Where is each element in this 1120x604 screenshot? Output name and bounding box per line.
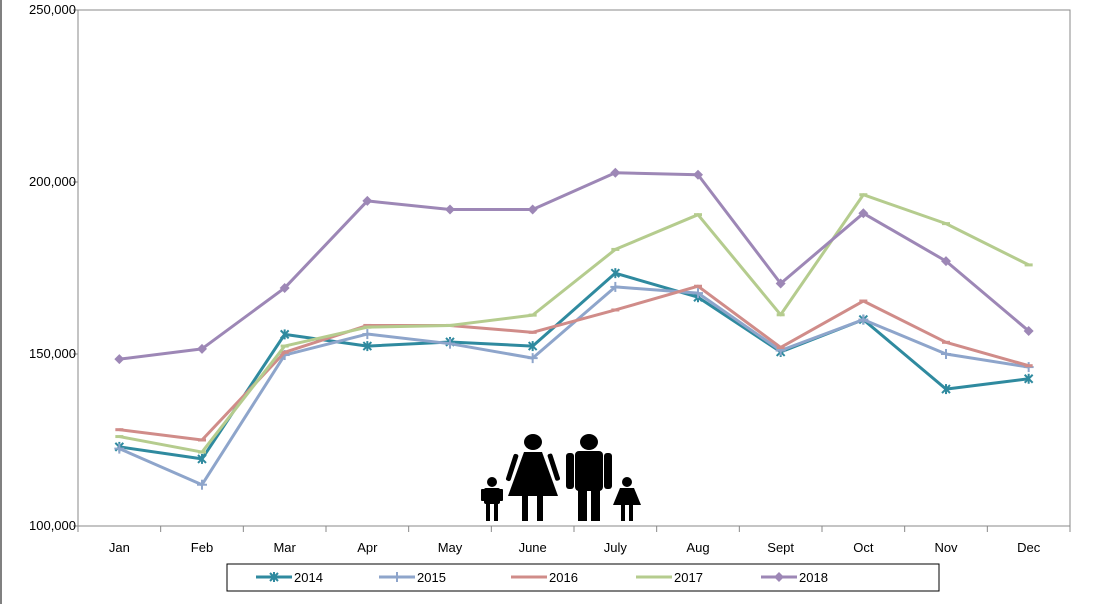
man-figure-icon <box>566 434 612 521</box>
data-point-2018 <box>197 343 207 354</box>
x-tick-label: Nov <box>934 540 958 555</box>
legend-label: 2018 <box>799 570 828 585</box>
data-point-2014 <box>941 384 951 395</box>
data-point-2014 <box>610 268 621 279</box>
data-point-2018 <box>114 354 125 365</box>
data-point-2015 <box>858 314 869 325</box>
legend-item-2016: 2016 <box>511 570 578 585</box>
data-point-2018 <box>941 256 951 267</box>
woman-figure-icon <box>505 434 560 521</box>
data-point-2018 <box>445 204 455 215</box>
legend: 2014 2015 2016 2017 2018 <box>226 563 940 592</box>
child-figure-left-icon <box>481 477 503 521</box>
legend-marker <box>269 572 279 582</box>
x-tick-label: Oct <box>853 540 874 555</box>
child-figure-right-icon <box>613 477 641 521</box>
x-tick-label: Aug <box>686 540 709 555</box>
data-point-2015 <box>610 281 621 292</box>
series-line-2016 <box>119 284 1030 442</box>
data-point-2015 <box>114 443 125 454</box>
legend-marker <box>392 572 402 582</box>
series-line-2017 <box>119 193 1030 454</box>
y-axis: 100,000 150,000 200,000 250,000 <box>29 2 78 533</box>
x-tick-label: Dec <box>1017 540 1041 555</box>
legend-label: 2016 <box>549 570 578 585</box>
legend-label: 2017 <box>674 570 703 585</box>
data-point-2015 <box>693 288 703 299</box>
x-tick-label: Feb <box>191 540 213 555</box>
legend-item-2015: 2015 <box>379 570 446 585</box>
x-tick-label: Jan <box>109 540 130 555</box>
data-point-2014 <box>197 453 207 464</box>
x-tick-label: July <box>604 540 628 555</box>
series-2017 <box>115 193 1033 454</box>
x-tick-label: June <box>519 540 547 555</box>
legend-label: 2014 <box>294 570 323 585</box>
series-line-2014 <box>119 271 1029 461</box>
data-point-2018 <box>527 204 538 215</box>
x-axis: Jan Feb Mar Apr May June July Aug Sept Oct Nov Dec <box>77 526 1071 555</box>
y-tick-label: 250,000 <box>29 2 76 17</box>
x-tick-label: Sept <box>767 540 794 555</box>
data-point-2018 <box>858 208 869 219</box>
legend-item-2014: 2014 <box>256 570 323 585</box>
data-point-2018 <box>610 167 621 178</box>
y-tick-label: 150,000 <box>29 346 76 361</box>
series-2018 <box>114 167 1034 365</box>
y-tick-label: 100,000 <box>29 518 76 533</box>
data-point-2015 <box>197 479 207 490</box>
data-point-2014 <box>279 329 290 340</box>
data-point-2015 <box>527 353 538 364</box>
legend-item-2018: 2018 <box>761 570 828 585</box>
data-point-2018 <box>1023 325 1034 336</box>
data-point-2015 <box>445 338 455 349</box>
family-icon <box>481 434 641 521</box>
data-point-2014 <box>362 341 373 352</box>
x-tick-label: May <box>438 540 463 555</box>
data-point-2018 <box>279 282 290 293</box>
series-line-2018 <box>119 171 1030 361</box>
legend-box <box>226 563 940 592</box>
series-layer <box>114 167 1034 490</box>
series-2016 <box>115 284 1033 442</box>
y-tick-label: 200,000 <box>29 174 76 189</box>
data-point-2018 <box>362 195 373 206</box>
data-point-2015 <box>362 329 373 340</box>
legend-item-2017: 2017 <box>636 570 703 585</box>
data-point-2015 <box>941 349 951 359</box>
legend-marker <box>774 572 784 582</box>
legend-label: 2015 <box>417 570 446 585</box>
data-point-2018 <box>693 169 703 180</box>
x-tick-label: Mar <box>273 540 296 555</box>
data-point-2018 <box>775 278 786 289</box>
data-point-2014 <box>1023 373 1034 384</box>
data-point-2014 <box>527 341 538 352</box>
x-tick-label: Apr <box>357 540 378 555</box>
